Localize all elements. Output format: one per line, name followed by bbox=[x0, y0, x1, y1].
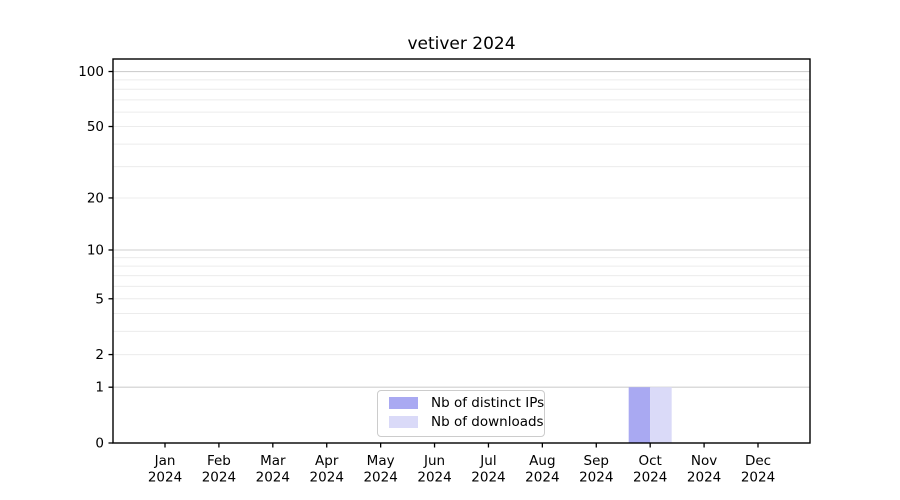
x-tick-label: Jul 2024 bbox=[471, 453, 505, 486]
axes-frame bbox=[112, 58, 811, 444]
x-tick-label: Apr 2024 bbox=[310, 453, 344, 486]
x-tick-label: Sep 2024 bbox=[579, 453, 613, 486]
legend-swatch bbox=[389, 397, 418, 409]
legend-item: Nb of downloads bbox=[389, 414, 544, 430]
legend: Nb of distinct IPs Nb of downloads bbox=[377, 390, 545, 437]
x-tick-label: Oct 2024 bbox=[633, 453, 667, 486]
x-tick-label: Jan 2024 bbox=[148, 453, 182, 486]
y-tick-label: 2 bbox=[95, 347, 104, 363]
y-tick-label: 1 bbox=[95, 380, 104, 396]
bar-nb-of-distinct-ips-oct bbox=[628, 387, 651, 443]
legend-item: Nb of distinct IPs bbox=[389, 395, 544, 411]
x-tick-label: Jun 2024 bbox=[417, 453, 451, 486]
legend-label: Nb of distinct IPs bbox=[431, 395, 545, 411]
y-tick-label: 0 bbox=[95, 436, 104, 452]
y-tick-label: 10 bbox=[87, 242, 104, 258]
legend-label: Nb of downloads bbox=[431, 414, 544, 430]
y-tick-label: 20 bbox=[87, 190, 104, 206]
chart-title: vetiver 2024 bbox=[407, 34, 516, 54]
y-tick-label: 50 bbox=[87, 119, 104, 135]
x-tick-label: May 2024 bbox=[363, 453, 397, 486]
x-tick-label: Dec 2024 bbox=[741, 453, 775, 486]
bar-nb-of-downloads-oct bbox=[650, 387, 672, 443]
legend-swatch bbox=[389, 416, 418, 428]
x-tick-label: Aug 2024 bbox=[525, 453, 559, 486]
x-tick-label: Mar 2024 bbox=[256, 453, 290, 486]
x-tick-label: Nov 2024 bbox=[687, 453, 721, 486]
y-tick-label: 5 bbox=[95, 291, 104, 307]
x-tick-label: Feb 2024 bbox=[202, 453, 236, 486]
y-tick-label: 100 bbox=[78, 64, 104, 80]
